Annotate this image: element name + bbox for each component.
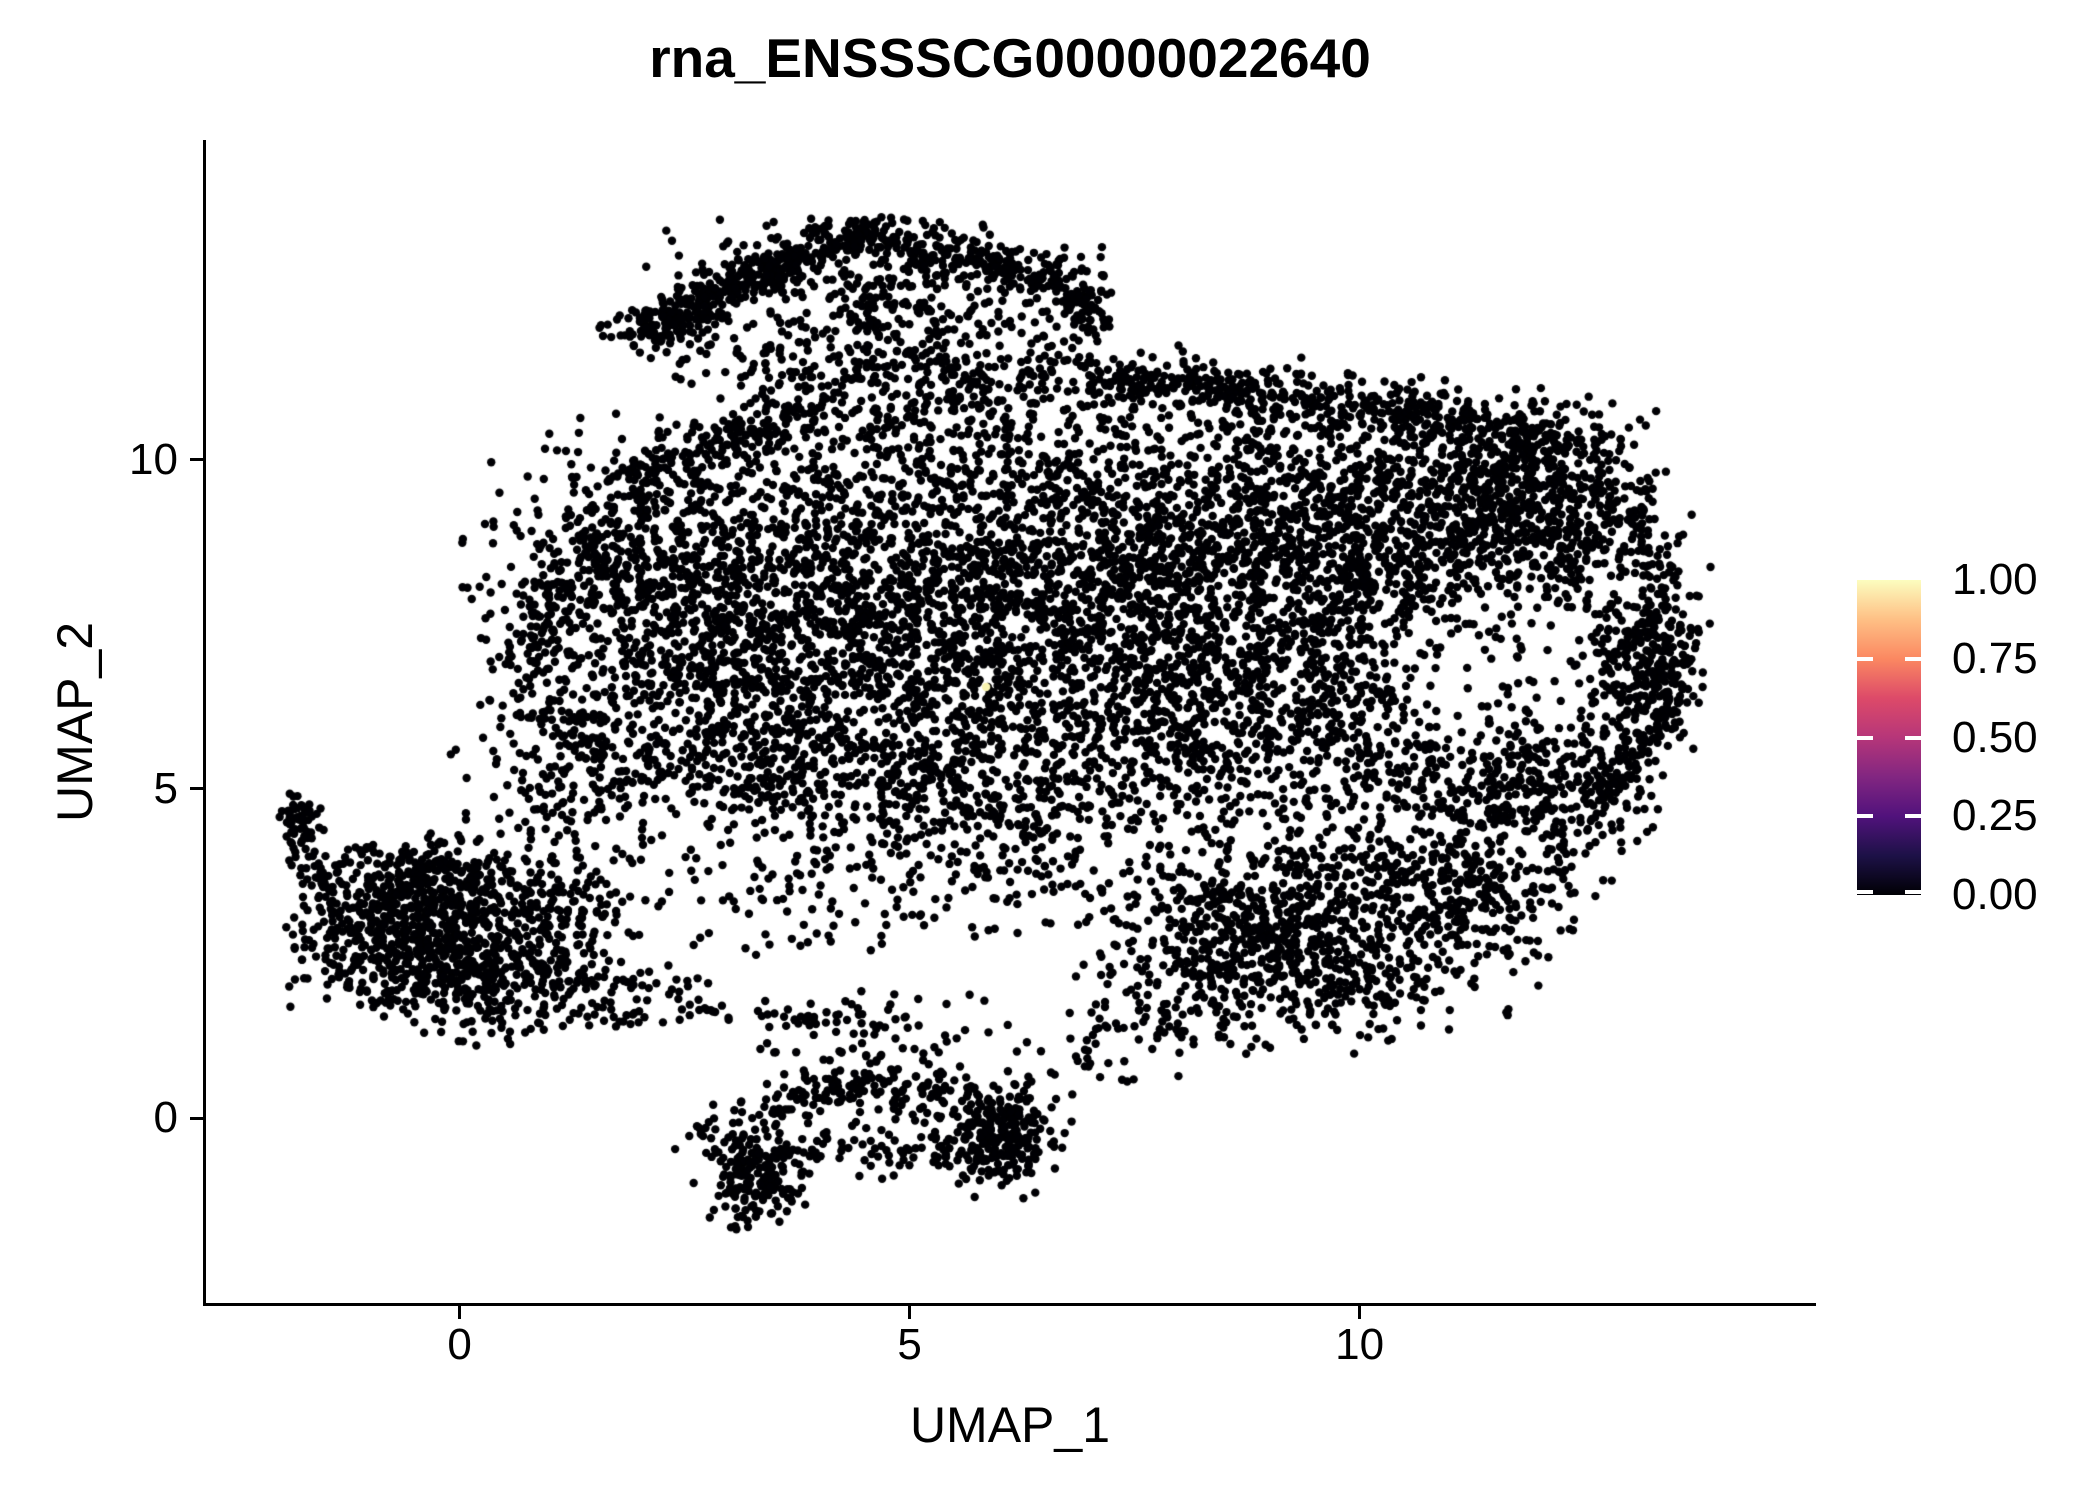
- y-tick-mark: [190, 458, 203, 462]
- y-tick-mark: [190, 787, 203, 791]
- x-tick-mark: [458, 1306, 462, 1319]
- legend-tick-mark: [1905, 656, 1921, 661]
- legend-tick-label: 1.00: [1952, 555, 2038, 604]
- y-tick-label: 10: [129, 434, 178, 484]
- x-tick-mark: [1358, 1306, 1362, 1319]
- y-tick-label: 0: [153, 1093, 178, 1143]
- legend-tick-mark: [1857, 890, 1873, 894]
- x-tick-label: 5: [897, 1320, 922, 1369]
- legend-colorbar-gradient: [1857, 580, 1921, 895]
- x-tick-label: 10: [1335, 1320, 1385, 1369]
- y-tick-mark: [190, 1116, 203, 1120]
- legend-tick-mark: [1857, 814, 1873, 819]
- y-axis-line: [203, 140, 206, 1306]
- legend-tick-mark: [1905, 735, 1921, 740]
- y-tick-label: 5: [153, 763, 178, 813]
- legend-tick-mark: [1857, 656, 1873, 661]
- x-tick-mark: [908, 1306, 912, 1319]
- legend-tick-mark: [1857, 735, 1873, 740]
- x-axis-line: [203, 1303, 1816, 1306]
- x-axis-title: UMAP_1: [909, 1397, 1111, 1453]
- x-tick-label: 0: [447, 1320, 472, 1369]
- legend-tick-label: 0.25: [1952, 791, 2038, 841]
- legend-tick-label: 0.00: [1952, 870, 2038, 919]
- legend-tick-label: 0.50: [1952, 712, 2038, 762]
- legend-tick-mark: [1905, 814, 1921, 819]
- legend-tick-mark: [1905, 890, 1921, 894]
- y-axis-title: UMAP_2: [47, 621, 103, 823]
- legend-tick-label: 0.75: [1952, 633, 2038, 683]
